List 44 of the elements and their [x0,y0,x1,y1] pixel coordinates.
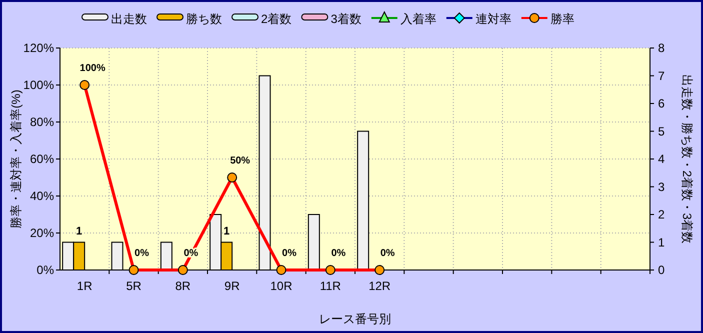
y2-tick-label: 8 [658,41,665,55]
y2-tick-label: 4 [658,152,665,166]
x-tick-label: 1R [76,279,93,293]
x-tick-label: 5R [126,279,142,293]
y-tick-label: 100% [23,78,54,92]
y-tick-label: 80% [30,115,54,129]
data-label: 0% [331,248,346,259]
x-tick-label: 11R [320,279,342,293]
y2-tick-label: 0 [658,263,665,277]
y2-axis-title: 出走数・勝ち数・2着数・3着数 [680,74,694,244]
y2-tick-label: 1 [658,235,665,250]
x-axis-title: レース番号別 [319,312,391,326]
data-label: 50% [230,156,250,166]
bar [160,242,172,270]
y-tick-label: 40% [30,189,54,203]
x-tick-label: 10R [270,279,293,293]
data-label: 0% [282,248,297,259]
y2-tick-label: 3 [658,180,665,194]
x-tick-label: 12R [368,279,391,293]
legend-label: 出走数 [111,12,147,26]
data-label: 1 [224,225,230,238]
legend-label: 連対率 [475,12,512,26]
y-tick-label: 20% [30,226,54,240]
bar [308,214,320,270]
x-tick-label: 8R [175,279,191,293]
data-label: 1 [76,225,82,238]
data-label: 0% [134,248,150,259]
bar [357,130,370,270]
y-tick-label: 120% [23,41,54,55]
y-axis-title: 勝率・連対率・入着率(%) [9,90,23,228]
legend-label: 勝率 [550,12,574,26]
y2-tick-label: 2 [658,208,665,222]
y-tick-label: 60% [30,152,54,166]
data-label: 100% [80,63,106,74]
legend-label: 入着率 [400,12,436,26]
y-tick-label: 0% [36,263,54,277]
legend-label: 勝ち数 [186,12,222,26]
x-tick-label: 9R [224,279,240,293]
data-label: 0% [380,248,395,259]
y2-tick-label: 5 [658,124,665,138]
y2-tick-label: 6 [658,96,665,110]
legend-label: 3着数 [330,12,362,26]
legend-label: 2着数 [261,12,292,26]
y2-tick-label: 7 [658,68,665,83]
